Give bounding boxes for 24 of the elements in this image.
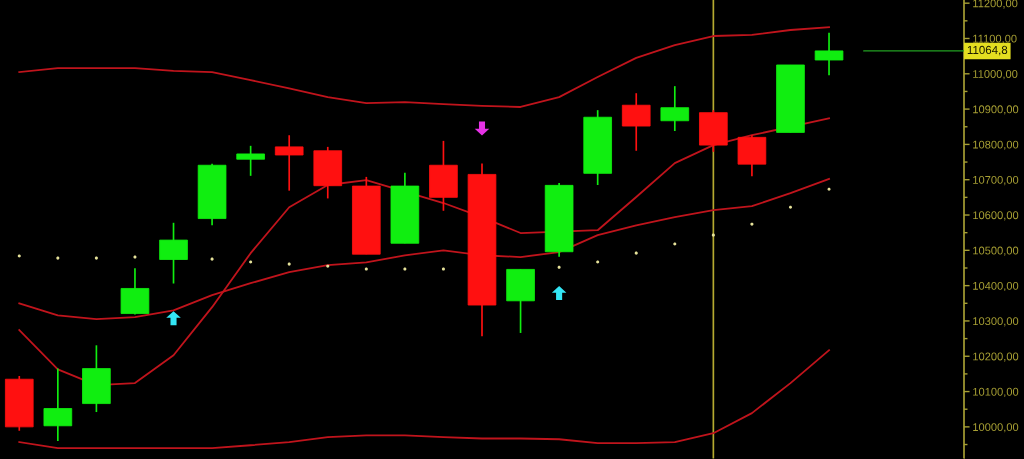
y-tick-label: 10900,00 [973,105,1019,115]
y-tick-label: 11100,00 [973,34,1017,44]
y-tick-label: 10200,00 [973,352,1019,362]
point [441,267,445,271]
y-tick-label: 11000,00 [973,70,1018,80]
y-tick-label: 10600,00 [973,211,1019,221]
candlestick [274,134,304,192]
point [474,121,490,136]
text: 11064,8 [967,45,1008,56]
y-tick-label: 10400,00 [973,281,1019,292]
point [249,260,253,264]
candlestick [236,144,265,177]
point [551,286,567,301]
line-series [18,349,830,449]
y-tick-label: 10000,00 [973,423,1019,433]
point [326,264,330,268]
y-tick-label: 10500,00 [973,246,1019,256]
y-tick-label: 10300,00 [973,317,1019,327]
point [166,311,181,326]
line-series [18,26,830,108]
y-tick-label: 10100,00 [973,387,1019,398]
y-tick-label: 10700,00 [973,175,1019,186]
y-tick-label: 10800,00 [973,140,1019,150]
y-tick-label: 11200,00 [973,0,1018,9]
